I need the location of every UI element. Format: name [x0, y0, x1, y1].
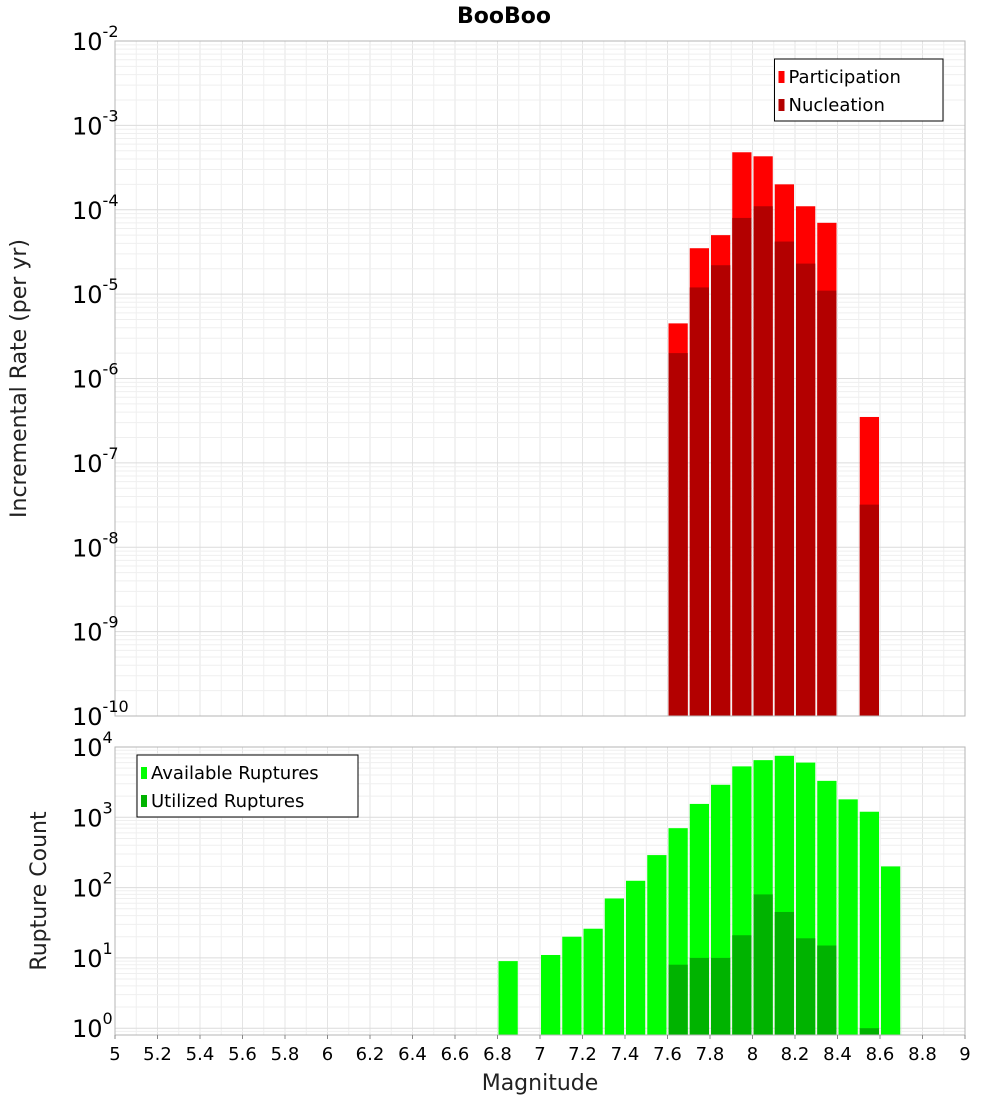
bar-available-ruptures: [562, 936, 582, 1035]
rate-plot-frame: [114, 40, 966, 717]
count-plot: 100 101 102 103 104 Rupture Count Available …: [27, 728, 971, 1096]
y-tick-label: 101: [72, 939, 113, 973]
bar-nucleation: [817, 290, 837, 716]
bar-utilized-ruptures: [796, 938, 816, 1035]
y-tick-label: 10-7: [72, 444, 119, 478]
x-tick-label: 6.8: [483, 1044, 512, 1065]
bar-available-ruptures: [647, 855, 667, 1035]
x-tick-label: 9: [959, 1044, 970, 1065]
rate-y-tick-labels: 10-10 10-9 10-8 10-7 10-6 10-5 10-4 10-3 10-2: [72, 22, 129, 731]
y-tick-label: 103: [72, 798, 113, 832]
x-tick-label: 6.4: [398, 1044, 427, 1065]
y-tick-label: 10-4: [72, 191, 119, 225]
x-tick-label: 7: [534, 1044, 545, 1065]
bar-nucleation: [668, 353, 688, 716]
x-tick-label: 5: [109, 1044, 120, 1065]
rate-y-axis-label: Incremental Rate (per yr): [7, 239, 32, 518]
bar-available-ruptures: [881, 866, 901, 1035]
bar-utilized-ruptures: [689, 957, 709, 1035]
rate-plot: 10-10 10-9 10-8 10-7 10-6 10-5 10-4 10-3 10-2 In…: [7, 22, 966, 731]
bar-utilized-ruptures: [753, 894, 773, 1035]
legend-box: [136, 754, 359, 818]
rate-legend: Participation Nucleation: [774, 58, 944, 122]
x-tick-label: 5.4: [186, 1044, 215, 1065]
legend-swatch: [141, 795, 147, 807]
legend-entry: Participation: [789, 67, 901, 88]
bar-nucleation: [689, 287, 709, 716]
bar-available-ruptures: [604, 898, 624, 1035]
rate-plot-grid: [114, 40, 966, 717]
bar-utilized-ruptures: [774, 911, 794, 1035]
legend-swatch: [141, 767, 147, 779]
count-legend: Available Ruptures Utilized Ruptures: [136, 754, 359, 818]
legend-entry: Utilized Ruptures: [151, 791, 304, 812]
bar-nucleation: [774, 241, 794, 717]
y-tick-label: 10-2: [72, 22, 119, 56]
y-tick-label: 10-10: [72, 697, 129, 731]
y-tick-label: 102: [72, 869, 113, 903]
bar-utilized-ruptures: [668, 964, 688, 1035]
y-tick-label: 10-3: [72, 106, 119, 140]
y-tick-label: 104: [72, 728, 113, 762]
x-tick-labels: 5 5.2 5.4 5.6 5.8 6 6.2 6.4 6.6 6.8 7 7.2 7.4 7.6 7.8 8…: [109, 1035, 971, 1065]
bar-nucleation: [753, 206, 773, 716]
x-tick-label: 7.6: [653, 1044, 682, 1065]
bar-available-ruptures: [583, 928, 603, 1035]
x-tick-label: 6.2: [356, 1044, 385, 1065]
x-axis-label: Magnitude: [482, 1071, 599, 1096]
legend-box: [774, 58, 944, 122]
legend-entry: Nucleation: [789, 95, 885, 116]
x-tick-label: 8.6: [866, 1044, 895, 1065]
x-tick-label: 8.8: [908, 1044, 937, 1065]
bar-nucleation: [796, 263, 816, 716]
bar-nucleation: [859, 504, 879, 716]
bar-utilized-ruptures: [711, 957, 731, 1035]
y-tick-label: 10-5: [72, 275, 119, 309]
bar-utilized-ruptures: [859, 1028, 879, 1035]
bar-available-ruptures: [541, 954, 561, 1035]
x-tick-label: 7.4: [611, 1044, 640, 1065]
y-tick-label: 10-9: [72, 613, 119, 647]
y-tick-label: 10-8: [72, 528, 119, 562]
x-tick-label: 8: [747, 1044, 758, 1065]
x-tick-label: 5.6: [228, 1044, 257, 1065]
legend-swatch: [778, 99, 785, 111]
count-plot-bars: [498, 755, 901, 1035]
y-tick-label: 100: [72, 1009, 113, 1043]
x-tick-label: 8.2: [781, 1044, 810, 1065]
bar-nucleation: [711, 265, 731, 716]
x-tick-label: 8.4: [823, 1044, 852, 1065]
count-y-axis-label: Rupture Count: [27, 811, 52, 971]
legend-entry: Available Ruptures: [151, 763, 319, 784]
bar-utilized-ruptures: [817, 945, 837, 1035]
bar-available-ruptures: [626, 880, 646, 1035]
x-tick-label: 6.6: [441, 1044, 470, 1065]
chart-title: BooBoo: [457, 4, 551, 29]
bar-available-ruptures: [859, 811, 879, 1035]
bar-nucleation: [732, 217, 752, 716]
x-tick-label: 7.2: [568, 1044, 597, 1065]
x-tick-label: 6: [322, 1044, 333, 1065]
legend-swatch: [778, 71, 785, 83]
count-y-tick-labels: 100 101 102 103 104: [72, 728, 113, 1043]
x-tick-label: 5.8: [271, 1044, 300, 1065]
bar-available-ruptures: [838, 799, 858, 1035]
bar-utilized-ruptures: [732, 935, 752, 1035]
bar-available-ruptures: [498, 961, 518, 1035]
rate-plot-bars: [668, 152, 879, 717]
x-tick-label: 5.2: [143, 1044, 172, 1065]
x-tick-label: 7.8: [696, 1044, 725, 1065]
y-tick-label: 10-6: [72, 360, 119, 394]
